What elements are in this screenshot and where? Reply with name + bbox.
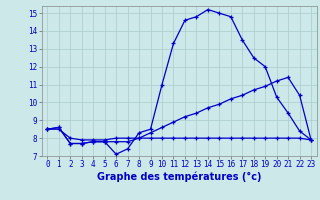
X-axis label: Graphe des températures (°c): Graphe des températures (°c) xyxy=(97,172,261,182)
